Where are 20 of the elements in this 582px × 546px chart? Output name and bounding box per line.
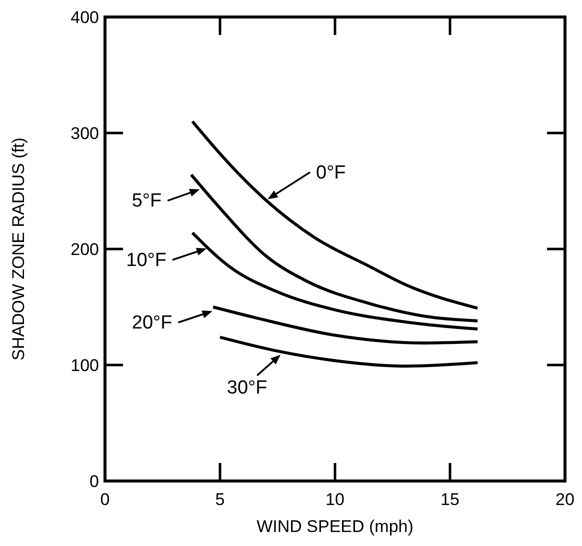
x-tick-label: 20 xyxy=(556,490,574,509)
line-series xyxy=(190,120,480,310)
line-series xyxy=(190,231,480,331)
x-tick-label: 10 xyxy=(326,490,344,509)
y-tick-label: 100 xyxy=(70,356,99,375)
x-tick-label: 5 xyxy=(215,490,225,509)
annotation: 30°F xyxy=(226,377,268,398)
annotation: 5°F xyxy=(132,190,162,212)
y-axis-title: SHADOW ZONE RADIUS (ft) xyxy=(9,138,28,360)
x-tick-label: 15 xyxy=(440,490,460,509)
y-tick-label: 400 xyxy=(70,8,99,27)
annotation: 0°F xyxy=(316,162,346,184)
y-tick-label: 300 xyxy=(70,124,99,143)
y-tick-label: 0 xyxy=(90,472,99,491)
annotation: 10°F xyxy=(126,250,166,271)
y-tick-label: 200 xyxy=(70,240,99,259)
line-series xyxy=(218,336,480,368)
x-axis-title: WIND SPEED (mph) xyxy=(256,517,414,536)
line-series xyxy=(212,306,480,344)
annotation: 20°F xyxy=(132,312,172,334)
